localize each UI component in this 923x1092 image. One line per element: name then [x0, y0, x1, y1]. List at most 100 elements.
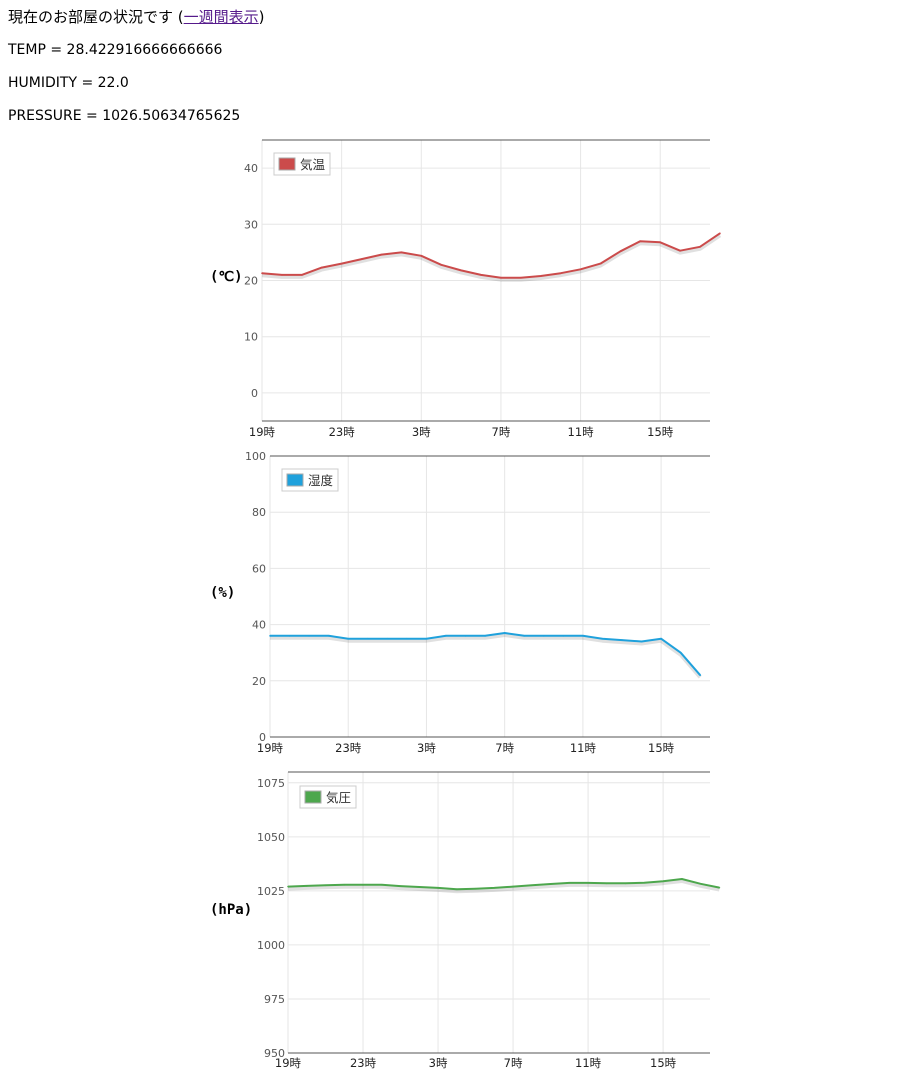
x-tick-label: 15時	[647, 425, 674, 439]
data-point	[281, 274, 283, 276]
data-point	[503, 632, 506, 634]
legend-label: 気温	[300, 157, 326, 172]
weekly-view-link[interactable]: 一週間表示	[183, 8, 259, 26]
y-tick-label: 40	[252, 619, 266, 632]
data-point	[445, 635, 447, 637]
x-tick-label: 3時	[417, 741, 436, 755]
data-point	[562, 635, 565, 637]
data-point	[480, 274, 482, 276]
x-tick-label: 15時	[650, 1056, 677, 1070]
y-tick-label: 950	[264, 1047, 285, 1060]
data-point	[269, 635, 271, 637]
data-point	[380, 253, 383, 256]
data-point	[582, 635, 584, 637]
x-tick-label: 7時	[492, 425, 511, 439]
data-point	[679, 651, 682, 654]
data-point	[520, 276, 522, 279]
data-point	[579, 268, 582, 271]
data-point	[386, 637, 389, 640]
data-point	[681, 878, 683, 880]
data-point	[400, 251, 403, 254]
data-point	[327, 635, 330, 637]
data-point	[261, 272, 263, 274]
data-point	[539, 275, 542, 277]
data-point	[523, 635, 526, 637]
legend: 湿度	[281, 468, 339, 492]
data-point	[493, 887, 496, 889]
x-tick-label: 11時	[575, 1056, 602, 1070]
data-point	[500, 276, 502, 279]
legend: 気圧	[299, 785, 357, 809]
status-title: 現在のお部屋の状況です (一週間表示)	[8, 6, 265, 27]
x-tick-label: 11時	[570, 741, 597, 755]
data-point	[568, 882, 571, 884]
data-point	[718, 886, 721, 889]
x-tick-label: 3時	[412, 425, 431, 439]
series-line	[287, 878, 720, 891]
data-point	[531, 884, 533, 887]
y-tick-label: 40	[244, 162, 258, 175]
data-point	[380, 884, 383, 886]
data-point	[288, 635, 291, 637]
humidity-reading: HUMIDITY = 22.0	[8, 75, 129, 91]
data-point	[474, 887, 477, 890]
data-point	[418, 886, 421, 888]
data-point	[601, 637, 604, 640]
x-tick-label: 19時	[257, 741, 284, 755]
data-point	[512, 885, 514, 888]
series-shadow	[287, 879, 720, 894]
data-point	[643, 881, 646, 884]
data-point	[308, 635, 310, 637]
y-tick-label: 1050	[257, 831, 285, 844]
legend-label: 湿度	[308, 473, 334, 488]
y-tick-label: 100	[245, 450, 266, 463]
y-axis-label: (℃)	[210, 269, 243, 285]
data-point	[406, 637, 408, 640]
y-tick-label: 60	[252, 562, 266, 575]
data-point	[640, 640, 643, 643]
legend: 気温	[273, 152, 331, 176]
data-point	[460, 269, 462, 272]
x-tick-label: 15時	[648, 741, 675, 755]
temperature-chart: 0 10 20 30 40 19時 23時 3時 7時 11時 15時 (℃) 気温	[0, 128, 923, 448]
legend-swatch	[278, 157, 296, 171]
pressure-reading: PRESSURE = 1026.50634765625	[8, 108, 241, 124]
y-tick-label: 20	[252, 675, 266, 688]
x-tick-label: 3時	[429, 1056, 448, 1070]
data-point	[456, 888, 458, 890]
data-point	[659, 241, 662, 244]
data-point	[464, 635, 467, 637]
data-point	[624, 882, 627, 885]
data-point	[484, 635, 486, 637]
data-point	[699, 882, 702, 885]
data-point	[699, 674, 702, 676]
data-point	[301, 274, 303, 276]
data-point	[599, 262, 602, 265]
data-point	[287, 885, 289, 888]
data-point	[305, 885, 308, 887]
y-axis-label: (%)	[210, 585, 235, 601]
y-tick-label: 1075	[257, 777, 285, 790]
x-tick-label: 19時	[249, 425, 276, 439]
data-point	[619, 250, 622, 253]
title-prefix: 現在のお部屋の状況です (	[8, 8, 184, 26]
legend-swatch	[304, 790, 322, 804]
data-point	[699, 245, 701, 248]
x-tick-label: 7時	[504, 1056, 523, 1070]
x-tick-label: 23時	[329, 425, 356, 439]
data-point	[549, 883, 552, 885]
y-tick-label: 30	[244, 218, 258, 231]
data-point	[719, 232, 721, 235]
x-tick-label: 19時	[275, 1056, 302, 1070]
data-point	[347, 637, 350, 640]
data-point	[320, 266, 323, 269]
data-point	[606, 882, 608, 885]
data-point	[440, 263, 443, 266]
y-tick-label: 1025	[257, 885, 285, 898]
legend-swatch	[286, 473, 304, 487]
series-shadow	[261, 233, 722, 282]
data-point	[399, 885, 402, 887]
y-tick-label: 20	[244, 275, 258, 288]
chart-svg: 950 975 1000 1025 1050 1075 19時 23時 3時 7時 11時 15時 (h…	[210, 771, 721, 1070]
data-point	[362, 884, 364, 886]
